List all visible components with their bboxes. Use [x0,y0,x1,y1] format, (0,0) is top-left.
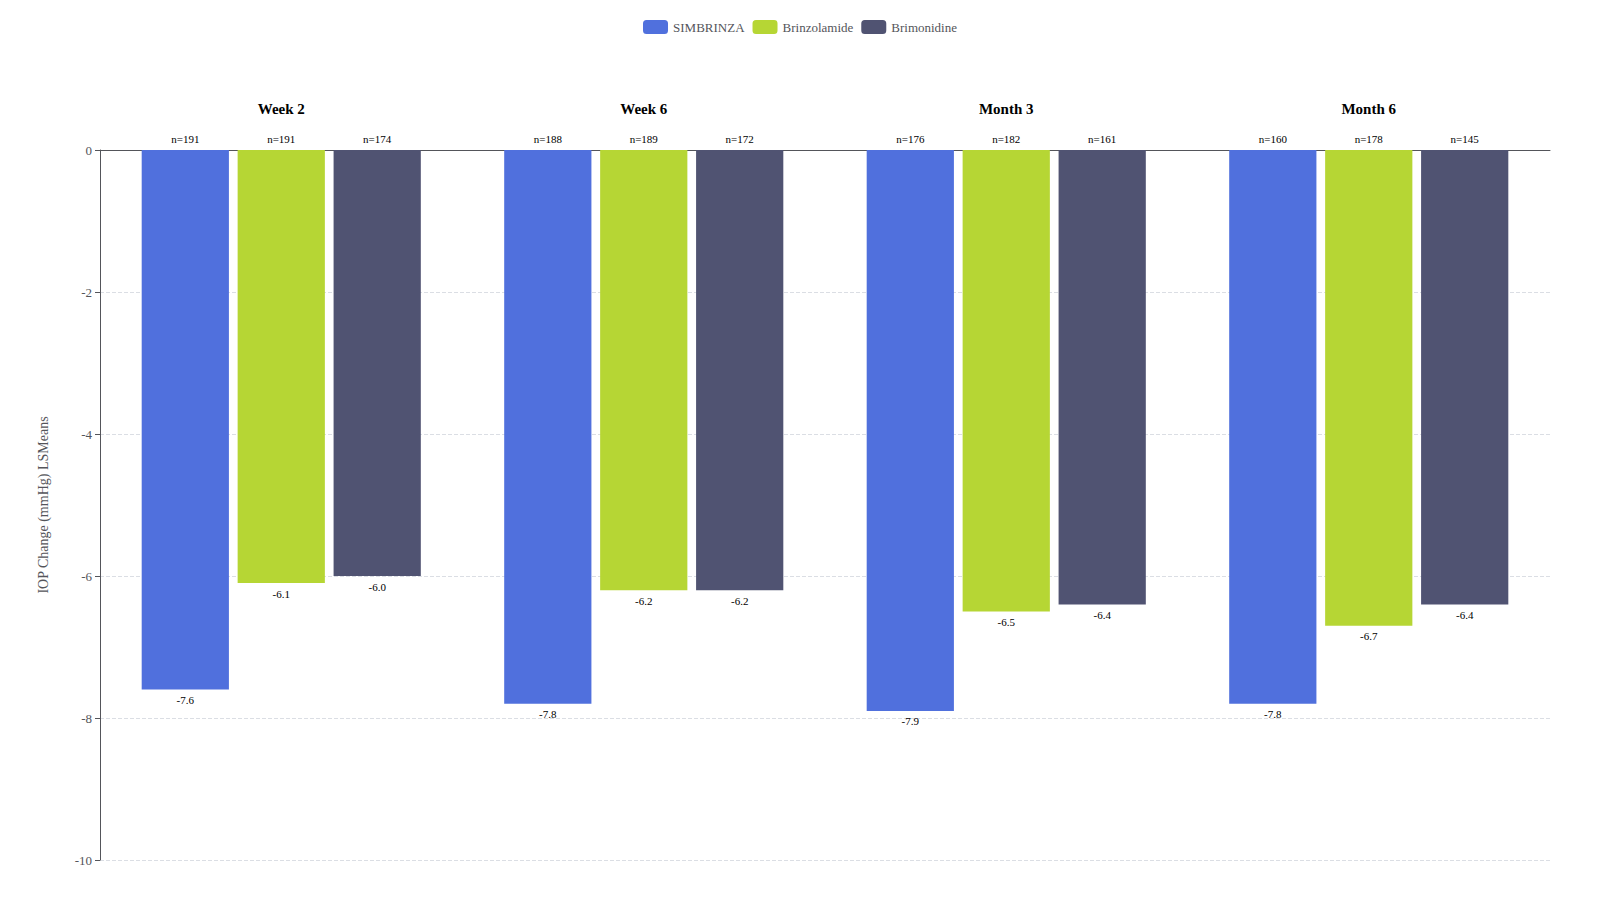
svg-text:IOP Change (mmHg) LSMeans: IOP Change (mmHg) LSMeans [36,416,52,593]
svg-text:-6.7: -6.7 [1360,630,1378,642]
svg-text:Week 6: Week 6 [620,101,668,117]
svg-text:n=189: n=189 [630,133,659,145]
svg-text:n=174: n=174 [363,133,392,145]
svg-text:n=191: n=191 [171,133,199,145]
svg-text:Week 2: Week 2 [258,101,305,117]
svg-text:Month 6: Month 6 [1341,101,1396,117]
svg-text:n=191: n=191 [267,133,295,145]
svg-text:n=172: n=172 [726,133,754,145]
svg-text:-7.6: -7.6 [177,694,195,706]
svg-text:-6.5: -6.5 [998,616,1016,628]
svg-text:-6.4: -6.4 [1456,609,1474,621]
svg-text:-6.4: -6.4 [1093,609,1111,621]
svg-text:Brinzolamide: Brinzolamide [783,20,854,35]
svg-text:-7.9: -7.9 [902,715,920,727]
svg-text:0: 0 [86,143,93,158]
svg-text:-10: -10 [75,853,92,868]
svg-text:n=188: n=188 [534,133,563,145]
svg-text:Brimonidine: Brimonidine [891,20,957,35]
svg-text:Month 3: Month 3 [979,101,1034,117]
svg-text:-6.2: -6.2 [635,595,652,607]
svg-text:n=145: n=145 [1451,133,1480,145]
svg-text:-7.8: -7.8 [539,708,557,720]
svg-text:-6.2: -6.2 [731,595,748,607]
svg-text:-4: -4 [81,427,92,442]
svg-text:n=178: n=178 [1355,133,1384,145]
svg-text:n=176: n=176 [896,133,925,145]
svg-text:-2: -2 [81,285,92,300]
svg-text:-6.1: -6.1 [273,588,290,600]
svg-text:n=161: n=161 [1088,133,1116,145]
svg-text:-7.8: -7.8 [1264,708,1282,720]
svg-text:n=182: n=182 [992,133,1020,145]
svg-text:-6: -6 [81,569,92,584]
svg-text:n=160: n=160 [1259,133,1288,145]
svg-text:-6.0: -6.0 [368,581,386,593]
svg-text:SIMBRINZA: SIMBRINZA [673,20,745,35]
svg-text:-8: -8 [81,711,92,726]
